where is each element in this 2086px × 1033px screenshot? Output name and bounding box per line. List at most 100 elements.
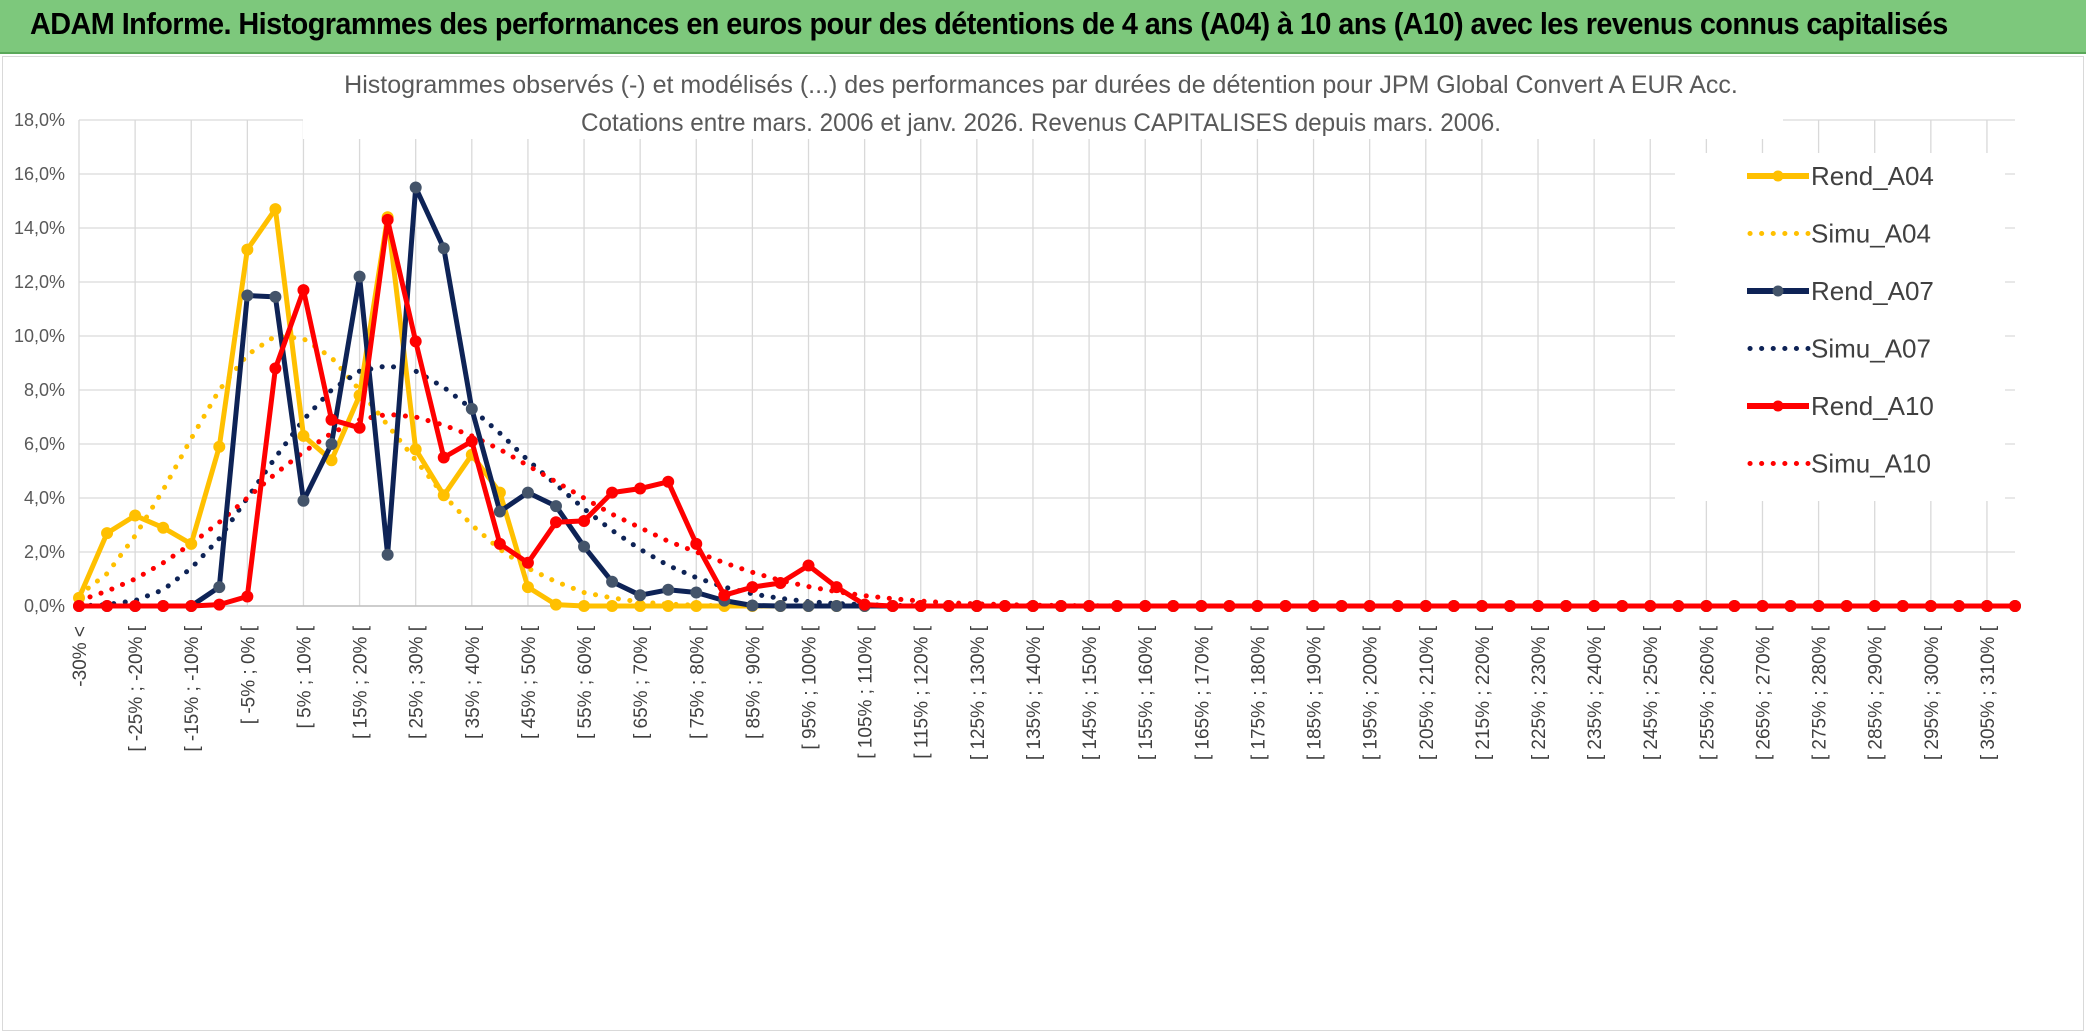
x-tick-label: [ 5% ; 10% [: [294, 625, 315, 728]
data-point: [1896, 600, 1909, 612]
legend-marker: [1772, 400, 1784, 412]
data-point: [297, 429, 310, 442]
histogram-chart: 0,0% 2,0% 4,0% 6,0% 8,0% 10,0% 12,0% 14,0% 16,0%…: [14, 63, 2021, 760]
legend-label: Simu_A04: [1811, 219, 1931, 249]
data-point: [1363, 600, 1376, 612]
x-tick-label: [ 125% ; 130% [: [968, 625, 989, 760]
data-point: [101, 600, 114, 612]
data-point: [578, 540, 591, 553]
data-point: [213, 598, 226, 611]
data-point: [549, 500, 562, 513]
data-point: [606, 486, 619, 499]
data-point: [129, 600, 142, 612]
data-point: [634, 589, 647, 602]
data-point: [1924, 600, 1937, 612]
x-tick-label: [ 165% ; 170% [: [1192, 625, 1213, 760]
data-point: [381, 213, 394, 226]
data-point: [830, 600, 843, 612]
y-tick-label: 2,0%: [24, 542, 65, 562]
x-tick-label: [ 285% ; 290% [: [1866, 625, 1887, 760]
x-tick-label: [ 135% ; 140% [: [1024, 625, 1045, 760]
legend-label: Rend_A07: [1811, 276, 1934, 306]
data-point: [886, 600, 899, 612]
x-tick-label: [ 185% ; 190% [: [1305, 625, 1326, 760]
data-point: [1475, 600, 1488, 612]
legend-label: Simu_A10: [1811, 449, 1931, 479]
data-point: [1700, 600, 1713, 612]
data-point: [521, 486, 534, 499]
data-point: [774, 600, 787, 612]
data-point: [1307, 600, 1320, 612]
data-point: [1728, 600, 1741, 612]
data-point: [1335, 600, 1348, 612]
data-point: [297, 494, 310, 507]
x-tick-label: [ 65% ; 70% [: [631, 625, 652, 739]
data-point: [213, 581, 226, 594]
data-point: [802, 559, 815, 572]
data-point: [409, 335, 422, 348]
data-point: [241, 590, 254, 603]
data-point: [437, 242, 450, 255]
x-tick-label: [ 275% ; 280% [: [1810, 625, 1831, 760]
data-point: [157, 521, 170, 534]
x-tick-label: [ 15% ; 20% [: [351, 625, 372, 739]
data-point: [1223, 600, 1236, 612]
x-tick-label: [ -5% ; 0% [: [238, 625, 259, 724]
x-tick-label: [ 95% ; 100% [: [800, 625, 821, 749]
data-point: [662, 600, 675, 612]
x-tick-label: [ 55% ; 60% [: [575, 625, 596, 739]
data-point: [269, 203, 282, 216]
legend-background: [1675, 153, 2005, 501]
data-point: [1616, 600, 1629, 612]
x-tick-label: [ 265% ; 270% [: [1753, 625, 1774, 760]
data-point: [1644, 600, 1657, 612]
data-point: [746, 581, 759, 594]
x-tick-label: [ 205% ; 210% [: [1417, 625, 1438, 760]
legend-label: Rend_A10: [1811, 391, 1934, 421]
data-point: [241, 289, 254, 302]
data-point: [1840, 600, 1853, 612]
data-point: [549, 516, 562, 529]
series-line: [79, 217, 2015, 609]
data-point: [493, 537, 506, 550]
data-point: [1195, 600, 1208, 612]
data-point: [325, 438, 338, 450]
data-point: [353, 421, 366, 434]
data-point: [241, 243, 254, 256]
data-point: [129, 509, 142, 522]
data-point: [1251, 600, 1264, 612]
data-point: [1868, 600, 1881, 612]
report-title: ADAM Informe. Histogrammes des performan…: [30, 6, 1948, 41]
legend: Rend_A04 Simu_A04 Rend_A07 Simu_A07 Rend_A10…: [1675, 153, 2005, 501]
legend-item-simu-a10: Simu_A10: [1747, 449, 1931, 479]
data-point: [1167, 600, 1180, 612]
data-point: [606, 600, 619, 612]
data-point: [1055, 600, 1068, 612]
data-point: [465, 435, 478, 448]
series-rend-a10: [73, 213, 2021, 612]
data-point: [662, 583, 675, 596]
x-tick-label: [ 235% ; 240% [: [1585, 625, 1606, 760]
x-tick-label: [ 25% ; 30% [: [407, 625, 428, 739]
data-point: [1139, 600, 1152, 612]
y-tick-label: 12,0%: [14, 272, 65, 292]
data-point: [185, 537, 198, 550]
data-point: [157, 600, 170, 612]
y-tick-label: 8,0%: [24, 380, 65, 400]
data-point: [746, 599, 759, 612]
data-point: [858, 598, 871, 611]
data-point: [1447, 600, 1460, 612]
data-point: [521, 581, 534, 594]
x-tick-label: [ 35% ; 40% [: [463, 625, 484, 739]
x-tick-label: [ 245% ; 250% [: [1641, 625, 1662, 760]
data-point: [690, 586, 703, 599]
x-tick-label: [ 305% ; 310% [: [1978, 625, 1999, 760]
x-tick-label: [ 175% ; 180% [: [1248, 625, 1269, 760]
data-point: [2009, 600, 2021, 612]
data-point: [1026, 600, 1039, 612]
x-tick-label: [ 115% ; 120% [: [912, 625, 933, 758]
x-tick-label: [ 225% ; 230% [: [1529, 625, 1550, 760]
data-point: [493, 505, 506, 518]
legend-marker: [1772, 170, 1784, 182]
data-point: [1588, 600, 1601, 612]
